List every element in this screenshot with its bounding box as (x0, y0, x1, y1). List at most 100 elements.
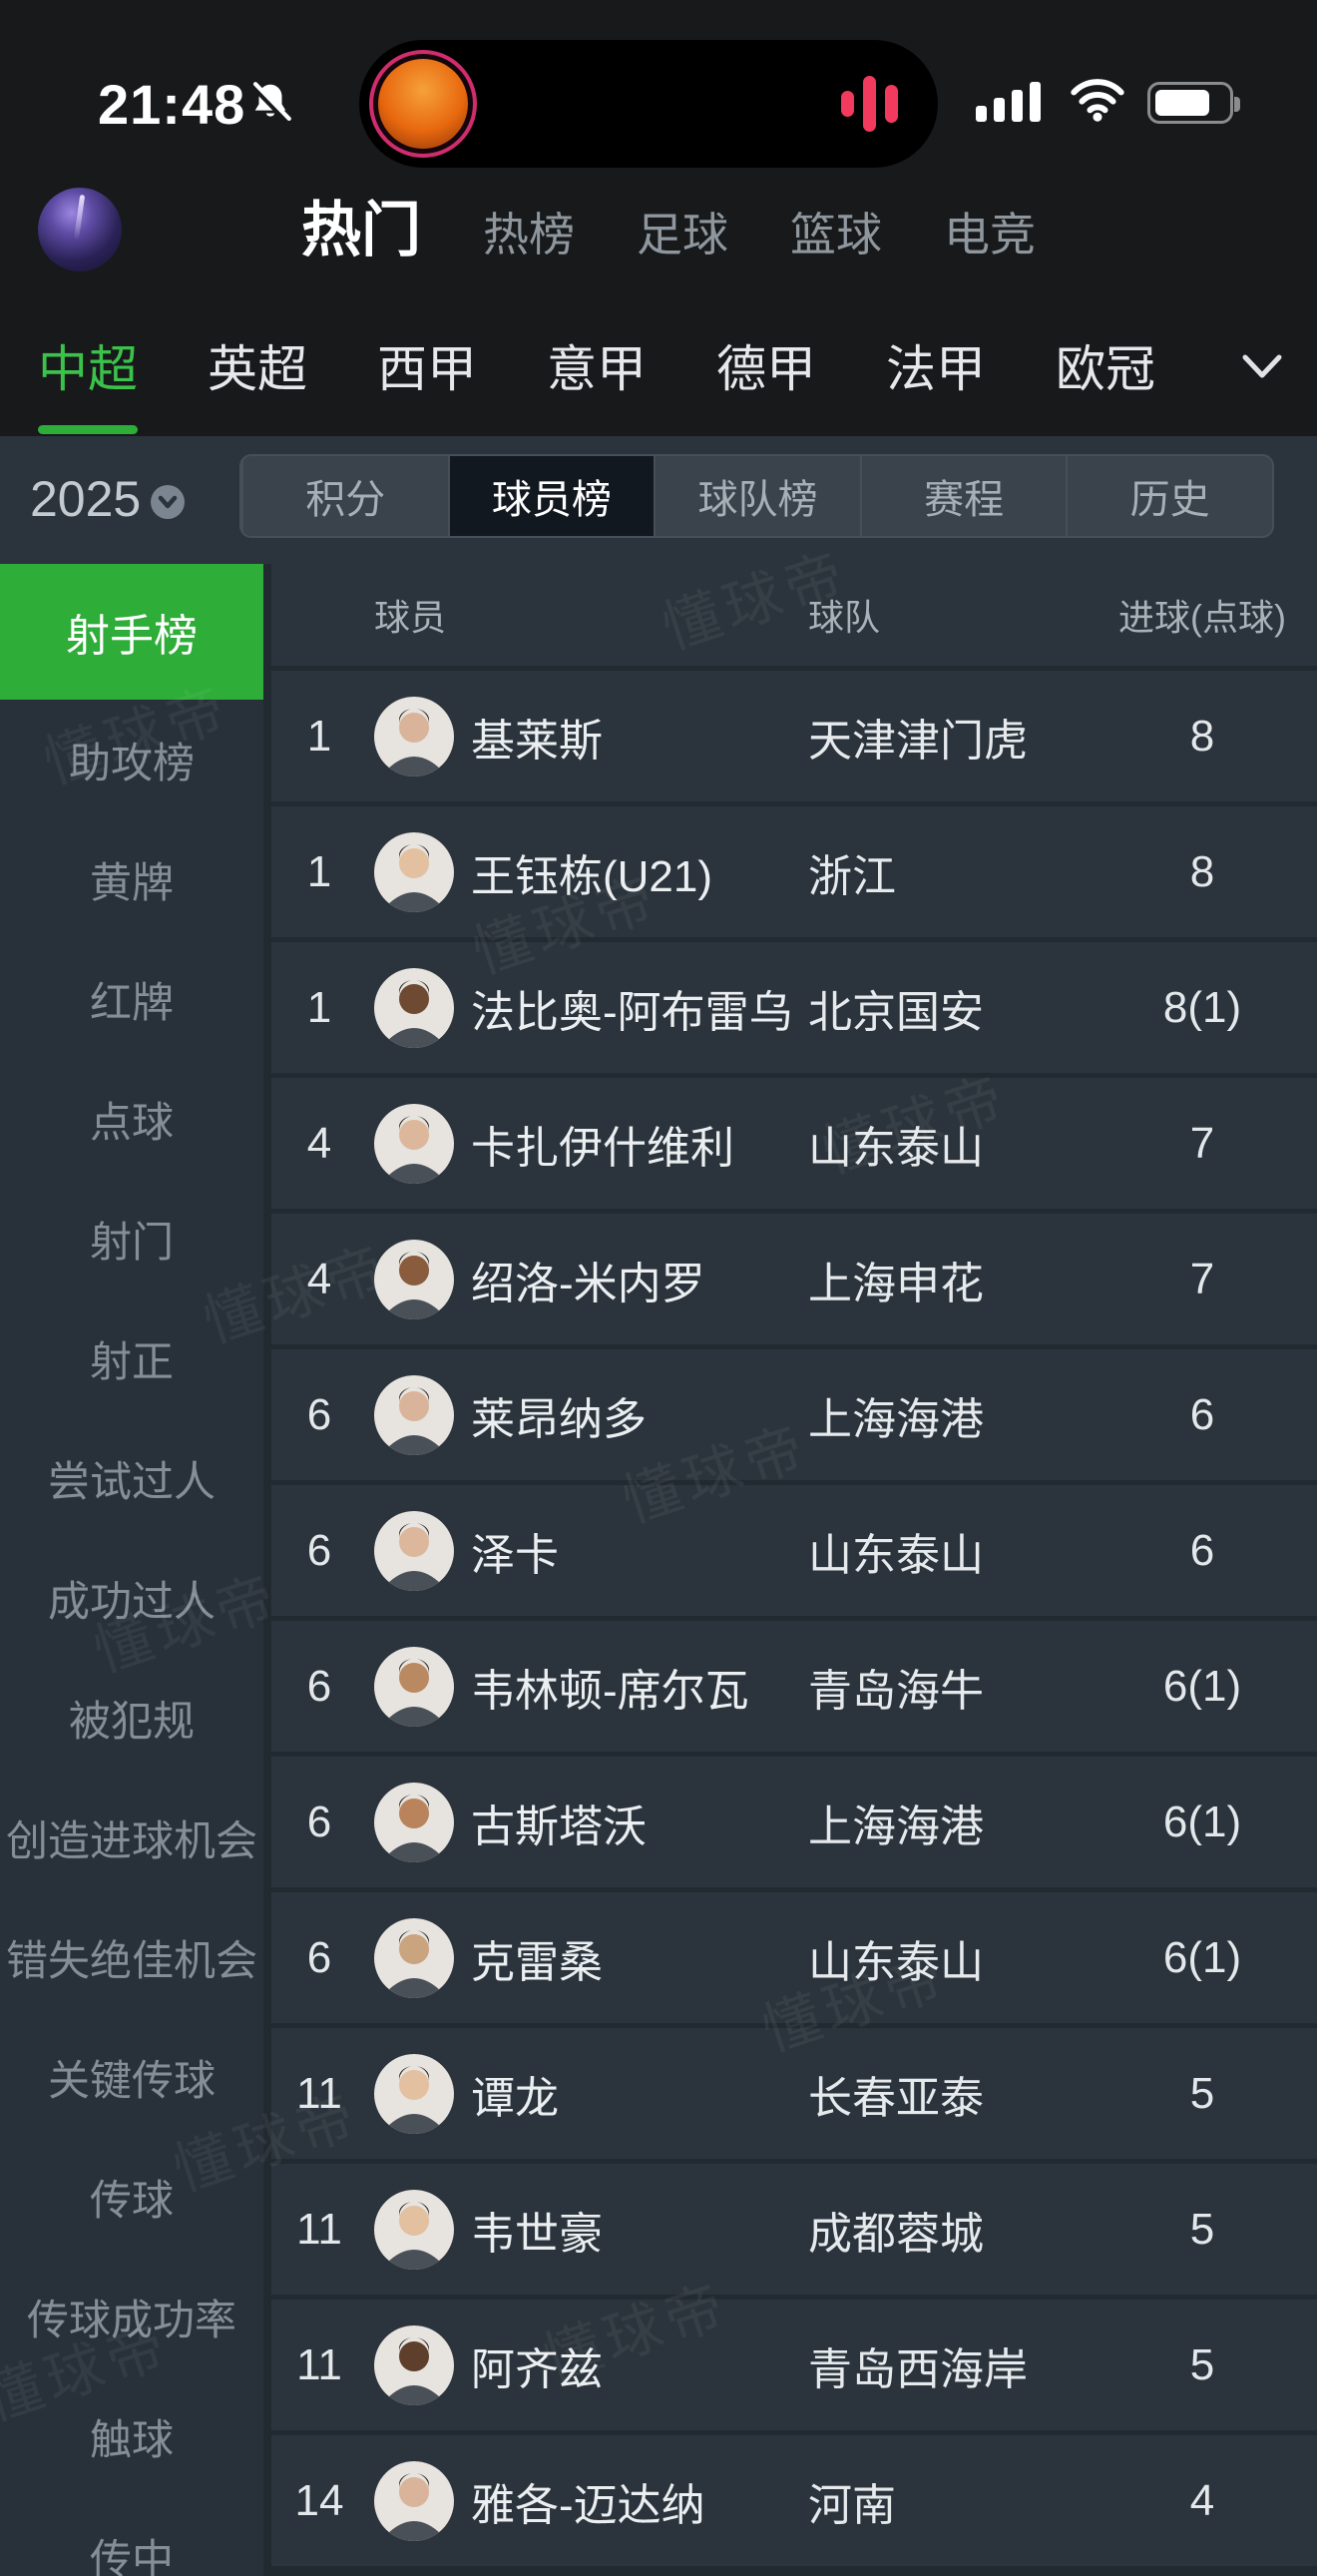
table-row[interactable]: 1 基莱斯 天津津门虎 8 (271, 671, 1317, 801)
segment-button[interactable]: 球队榜 (654, 456, 860, 536)
table-row[interactable]: 11 阿齐兹 青岛西海岸 5 (271, 2300, 1317, 2430)
league-tab[interactable]: 西甲 (377, 341, 477, 397)
dynamic-island[interactable] (359, 40, 938, 168)
table-row[interactable]: 4 卡扎伊什维利 山东泰山 7 (271, 1078, 1317, 1209)
rank: 1 (306, 982, 332, 1032)
league-tab[interactable]: 中超 (38, 341, 138, 397)
rank: 4 (306, 1118, 332, 1168)
team-name: 山东泰山 (808, 1937, 984, 1987)
goals-value: 5 (1189, 2339, 1215, 2389)
goals-value: 6 (1189, 1525, 1215, 1575)
player-avatar (374, 967, 454, 1048)
rank: 6 (306, 1797, 332, 1846)
goals-value: 5 (1189, 2068, 1215, 2118)
top-nav-item[interactable]: 足球 (637, 209, 728, 260)
bell-slash-icon (250, 82, 291, 123)
team-name: 北京国安 (808, 987, 984, 1037)
header-player: 球员 (374, 597, 447, 638)
team-name: 成都蓉城 (808, 2209, 984, 2259)
table-row[interactable]: 6 古斯塔沃 上海海港 6(1) (271, 1757, 1317, 1887)
sidebar-item[interactable]: 射手榜 (0, 564, 263, 700)
sidebar-item[interactable]: 红牌 (89, 978, 174, 1026)
season-selector[interactable]: 2025 (30, 470, 186, 528)
table-row[interactable]: 1 王钰栋(U21) 浙江 8 (271, 806, 1317, 937)
goals-value: 6(1) (1162, 1661, 1242, 1711)
segment-button[interactable]: 赛程 (859, 456, 1067, 536)
stat-category-sidebar: 射手榜 助攻榜 黄牌 红牌 点球 射门 射正 尝试过人 成功过人 (0, 564, 263, 2576)
top-nav-item[interactable]: 篮球 (790, 209, 882, 260)
sidebar-item[interactable]: 错失绝佳机会 (5, 1936, 257, 1984)
table-row[interactable]: 11 谭龙 长春亚泰 5 (271, 2028, 1317, 2159)
player-avatar (374, 2324, 454, 2405)
player-name: 泽卡 (471, 1530, 559, 1580)
table-row[interactable]: 11 韦世豪 成都蓉城 5 (271, 2164, 1317, 2295)
signal-icon (976, 80, 1042, 122)
battery-icon (1147, 82, 1240, 124)
table-rows: 1 基莱斯 天津津门虎 8 (271, 671, 1317, 2571)
team-name: 青岛西海岸 (808, 2344, 1028, 2394)
table-row[interactable]: 6 泽卡 山东泰山 6 (271, 1485, 1317, 1616)
player-name: 莱昂纳多 (471, 1394, 647, 1444)
goals-value: 8 (1189, 711, 1215, 761)
top-nav-item[interactable]: 电竞 (944, 209, 1036, 260)
rank: 11 (296, 2339, 342, 2389)
sidebar-item[interactable]: 射门 (89, 1218, 174, 1266)
goals-value: 6(1) (1162, 1932, 1242, 1982)
table-row[interactable]: 4 绍洛-米内罗 上海申花 7 (271, 1214, 1317, 1344)
player-avatar (374, 1103, 454, 1184)
player-name: 法比奥-阿布雷乌 (471, 987, 793, 1037)
player-avatar (374, 831, 454, 912)
league-tab[interactable]: 法甲 (886, 341, 986, 397)
goals-value: 5 (1189, 2204, 1215, 2254)
sidebar-item[interactable]: 传球 (89, 2176, 174, 2224)
team-name: 青岛海牛 (808, 1666, 984, 1716)
status-time: 21:48 (98, 73, 246, 136)
player-name: 韦林顿-席尔瓦 (471, 1666, 749, 1716)
segment-button[interactable]: 历史 (1066, 456, 1272, 536)
rank: 14 (294, 2475, 344, 2525)
content-area: 2025 积分 球员榜 球队榜 赛程 历史 (0, 436, 1317, 2576)
chevron-down-icon[interactable] (1240, 351, 1284, 381)
rank: 6 (306, 1932, 332, 1982)
sidebar-item[interactable]: 助攻榜 (68, 739, 195, 786)
segment-button[interactable]: 积分 (241, 456, 448, 536)
rank: 1 (306, 846, 332, 896)
sidebar-item[interactable]: 传球成功率 (26, 2296, 236, 2343)
table-row[interactable]: 1 法比奥-阿布雷乌 北京国安 8(1) (271, 942, 1317, 1073)
league-tab[interactable]: 德甲 (716, 341, 816, 397)
sidebar-item[interactable]: 创造进球机会 (5, 1816, 257, 1864)
league-tab[interactable]: 英超 (208, 341, 307, 397)
player-avatar (374, 1374, 454, 1455)
sidebar-item[interactable]: 传中 (89, 2535, 174, 2576)
table-row[interactable]: 6 克雷桑 山东泰山 6(1) (271, 1892, 1317, 2023)
player-name: 谭龙 (471, 2073, 559, 2123)
table-row[interactable]: 6 莱昂纳多 上海海港 6 (271, 1349, 1317, 1480)
sidebar-item[interactable]: 黄牌 (89, 858, 174, 906)
sidebar-item[interactable]: 被犯规 (68, 1697, 195, 1745)
team-name: 上海申花 (808, 1259, 984, 1308)
player-avatar (374, 1510, 454, 1591)
league-tab[interactable]: 意甲 (547, 341, 647, 397)
sidebar-item[interactable]: 触球 (89, 2415, 174, 2463)
sidebar-item[interactable]: 点球 (89, 1098, 174, 1146)
sidebar-item[interactable]: 成功过人 (47, 1577, 216, 1625)
segment-button[interactable]: 球员榜 (447, 456, 655, 536)
table-row[interactable]: 6 韦林顿-席尔瓦 青岛海牛 6(1) (271, 1621, 1317, 1752)
sidebar-item[interactable]: 射正 (89, 1337, 174, 1385)
toolbar: 2025 积分 球员榜 球队榜 赛程 历史 (0, 436, 1317, 564)
player-name: 基莱斯 (471, 716, 603, 766)
goals-value: 4 (1189, 2475, 1215, 2525)
rank: 4 (306, 1254, 332, 1303)
sidebar-item[interactable]: 尝试过人 (47, 1457, 216, 1505)
user-avatar[interactable] (38, 188, 122, 271)
table-row[interactable]: 14 雅各-迈达纳 河南 4 (271, 2435, 1317, 2566)
top-nav-item[interactable]: 热门 (301, 197, 421, 263)
goals-value: 8 (1189, 846, 1215, 896)
season-label: 2025 (30, 471, 142, 527)
player-avatar (374, 1646, 454, 1727)
scorers-table: 球员 球队 进球(点球) 1 (271, 564, 1317, 2576)
sidebar-item[interactable]: 关键传球 (47, 2056, 216, 2104)
top-nav-item[interactable]: 热榜 (483, 209, 575, 260)
league-tab[interactable]: 欧冠 (1056, 341, 1155, 397)
rank: 6 (306, 1661, 332, 1711)
